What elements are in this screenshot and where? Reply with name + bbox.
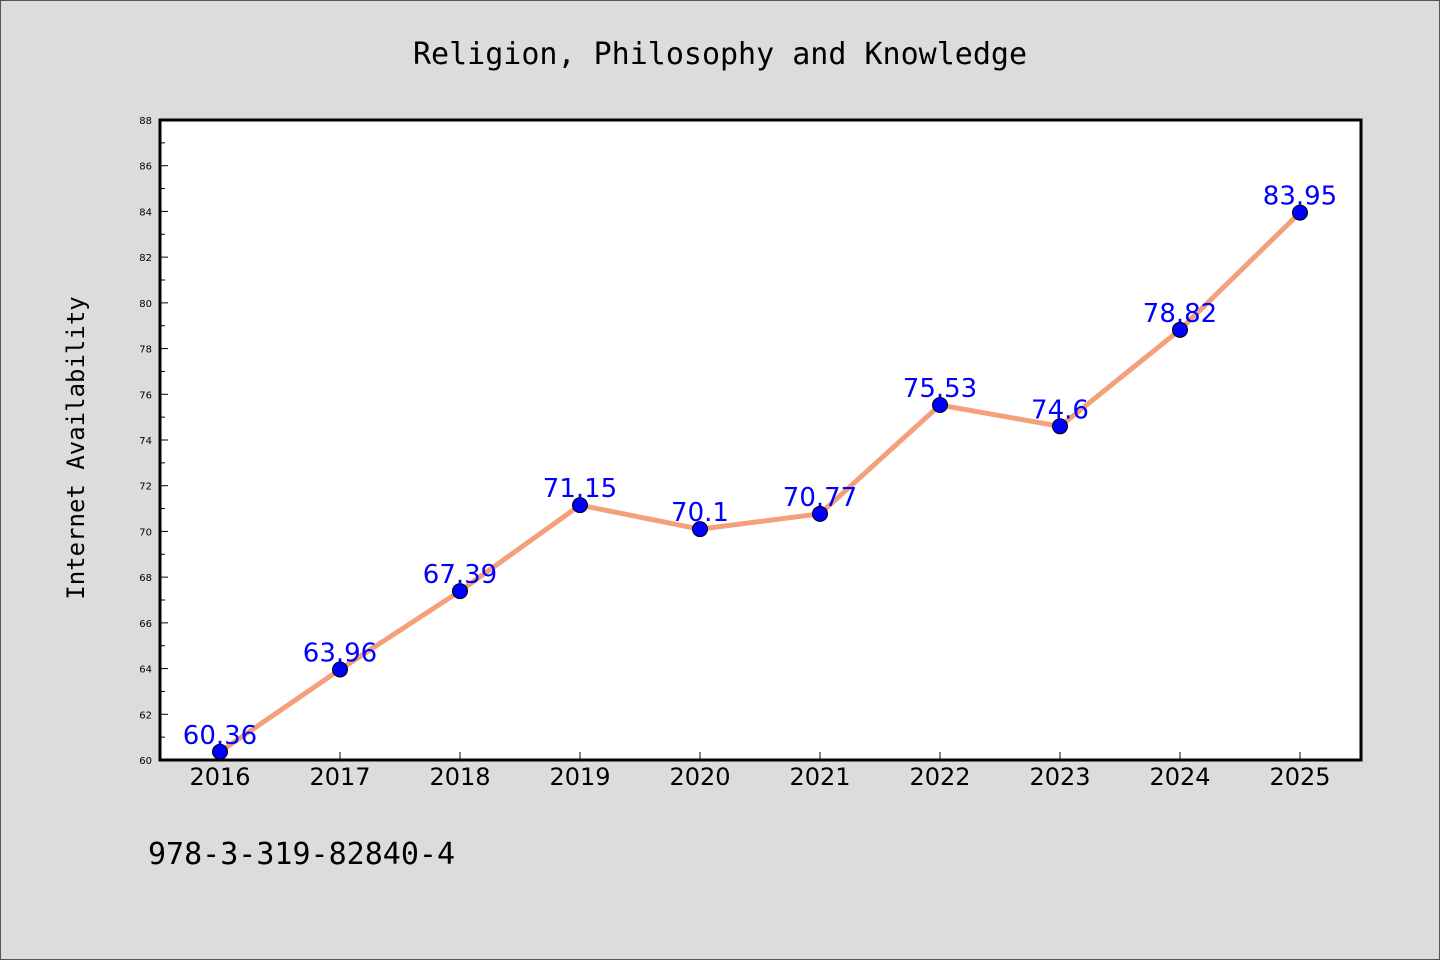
data-label: 71.15 <box>543 474 617 504</box>
data-point <box>1172 321 1188 338</box>
data-point <box>212 743 228 760</box>
y-tick-label: 70 <box>139 527 152 538</box>
y-tick-label: 74 <box>139 436 152 447</box>
data-label: 63.96 <box>303 638 377 668</box>
data-label: 70.77 <box>783 483 857 513</box>
x-tick-label: 2023 <box>1029 763 1090 791</box>
data-point <box>572 497 588 514</box>
x-axis-ticks: 2016 2017 2018 2019 2020 2021 2022 2023 2024 2025 <box>189 752 1331 791</box>
data-label: 75.53 <box>903 374 977 404</box>
data-point <box>1292 204 1308 221</box>
y-tick-label: 80 <box>139 299 152 310</box>
footer-isbn: 978-3-319-82840-4 <box>148 837 455 872</box>
x-tick-label: 2017 <box>309 763 370 791</box>
y-tick-label: 88 <box>139 116 152 127</box>
series-layer: 60.36 63.96 67.39 71.15 70.1 70.77 75.53 74.6 78… <box>183 182 1337 760</box>
y-tick-label: 78 <box>139 345 152 356</box>
x-tick-label: 2019 <box>549 763 610 791</box>
y-tick-label: 84 <box>139 207 152 218</box>
y-tick-label: 76 <box>139 390 152 401</box>
data-label: 70.1 <box>671 498 729 528</box>
x-tick-label: 2020 <box>669 763 730 791</box>
y-tick-label: 60 <box>139 756 152 767</box>
x-tick-label: 2025 <box>1269 763 1330 791</box>
data-label: 67.39 <box>423 560 497 590</box>
x-tick-label: 2022 <box>909 763 970 791</box>
data-point <box>452 583 468 600</box>
series-line <box>217 210 1303 755</box>
x-tick-label: 2016 <box>189 763 250 791</box>
y-tick-label: 68 <box>139 573 152 584</box>
data-label: 74.6 <box>1031 395 1089 425</box>
y-axis-label: Internet Availability <box>62 296 90 599</box>
y-tick-label: 62 <box>139 710 152 721</box>
data-point <box>332 661 348 678</box>
y-tick-label: 64 <box>139 665 152 676</box>
data-label: 83.95 <box>1263 182 1337 212</box>
y-tick-label: 82 <box>139 253 152 264</box>
data-label: 78.82 <box>1143 299 1217 329</box>
data-point <box>812 505 828 522</box>
x-tick-label: 2024 <box>1149 763 1210 791</box>
y-axis-ticks: 60 62 64 66 68 70 72 74 76 78 80 82 84 86 88 <box>139 116 168 767</box>
data-point <box>932 397 948 414</box>
chart-title: Religion, Philosophy and Knowledge <box>413 37 1027 72</box>
data-point <box>1052 418 1068 435</box>
x-tick-label: 2018 <box>429 763 490 791</box>
data-point <box>692 521 708 538</box>
y-tick-label: 66 <box>139 619 152 630</box>
y-tick-label: 72 <box>139 482 152 493</box>
data-label: 60.36 <box>183 721 257 751</box>
x-tick-label: 2021 <box>789 763 850 791</box>
y-tick-label: 86 <box>139 162 152 173</box>
